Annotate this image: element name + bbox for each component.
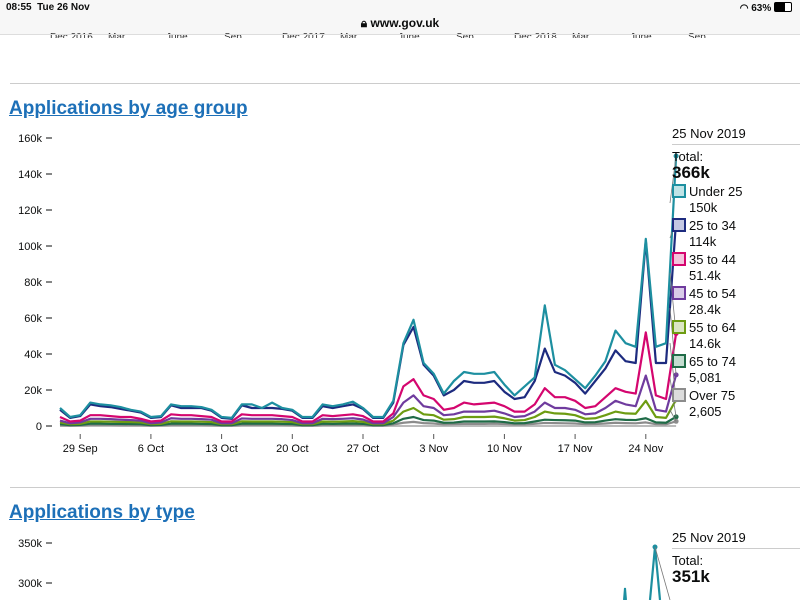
legend-label: Over 75 (689, 388, 736, 403)
prev-axis-tick: June (630, 32, 652, 38)
prev-axis-tick: Sep (456, 32, 474, 38)
y-tick-label: 60k (24, 313, 42, 325)
legend-label: 55 to 64 (689, 320, 736, 335)
x-tick-label: 6 Oct (138, 443, 164, 455)
battery-level: 63% (751, 3, 772, 14)
status-date: Tue 26 Nov (37, 2, 90, 13)
legend-item: 65 to 74 5,081 (672, 354, 800, 386)
prev-axis-tick: Dec 2017 (282, 32, 325, 38)
url-text: www.gov.uk (370, 16, 440, 30)
x-tick-label: 27 Oct (347, 443, 379, 455)
address-bar[interactable]: 🔒︎ www.gov.uk (0, 16, 800, 31)
legend-item: Under 25 150k (672, 184, 800, 216)
legend-swatch-icon (672, 354, 686, 368)
status-right: ◠ 63% (740, 2, 792, 14)
type-title-link[interactable]: Applications by type (9, 502, 195, 523)
wifi-icon: ◠ (739, 3, 749, 14)
legend-value: 114k (689, 234, 717, 249)
y-tick-label: 350k (18, 538, 42, 550)
status-time: 08:55 Tue 26 Nov (6, 2, 90, 13)
legend-label: 25 to 34 (689, 218, 736, 233)
series-line-65-to-74 (59, 415, 677, 427)
legend-value: 5,081 (689, 370, 722, 385)
legend-item: 55 to 64 14.6k (672, 320, 800, 352)
lock-icon: 🔒︎ (360, 16, 368, 30)
age-group-title-link[interactable]: Applications by age group (9, 98, 248, 119)
x-tick-label: 13 Oct (205, 443, 237, 455)
legend-value: 14.6k (689, 336, 721, 351)
prev-axis-tick: Mar (572, 32, 590, 38)
tooltip-leader-line (654, 546, 671, 600)
tooltip-total-label: Total: (672, 553, 704, 568)
x-tick-label: 10 Nov (487, 443, 522, 455)
tooltip-date: 25 Nov 2019 (672, 530, 800, 549)
legend-item: 45 to 54 28.4k (672, 286, 800, 318)
prev-axis-tick: Sep (224, 32, 242, 38)
tooltip-leader-line (669, 409, 677, 422)
tooltip-total-value: 351k (672, 567, 710, 586)
series-line-total (648, 546, 662, 600)
prev-axis-tick: Dec 2018 (514, 32, 557, 38)
x-tick-label: 3 Nov (419, 443, 448, 455)
y-tick-label: 100k (18, 241, 42, 253)
tooltip-total-value: 366k (672, 163, 710, 182)
prev-axis-tick: June (398, 32, 420, 38)
legend-value: 150k (689, 200, 718, 215)
prev-axis-tick: Mar (108, 32, 126, 38)
type-tooltip: 25 Nov 2019 Total: 351k (672, 530, 800, 588)
legend-swatch-icon (672, 286, 686, 300)
legend-label: 45 to 54 (689, 286, 736, 301)
legend-swatch-icon (672, 252, 686, 266)
toolbar-divider (0, 34, 800, 35)
prev-axis-tick: Sep (688, 32, 706, 38)
legend-value: 28.4k (689, 302, 721, 317)
x-tick-label: 20 Oct (276, 443, 308, 455)
section-divider (10, 83, 800, 84)
series-line-35-to-44 (59, 331, 678, 423)
x-tick-label: 24 Nov (628, 443, 663, 455)
legend-item: Over 75 2,605 (672, 388, 800, 420)
y-tick-label: 40k (24, 349, 42, 361)
legend-swatch-icon (672, 388, 686, 402)
y-tick-label: 160k (18, 133, 42, 145)
legend-swatch-icon (672, 184, 686, 198)
series-line-25-to-34 (59, 220, 678, 420)
y-tick-label: 20k (24, 385, 42, 397)
tooltip-date: 25 Nov 2019 (672, 126, 800, 145)
y-tick-label: 80k (24, 277, 42, 289)
x-tick-label: 17 Nov (558, 443, 593, 455)
legend-value: 2,605 (689, 404, 722, 419)
y-tick-label: 120k (18, 205, 42, 217)
legend-swatch-icon (672, 320, 686, 334)
series-line-under-25 (59, 155, 678, 419)
section-divider (10, 487, 800, 488)
prev-axis-tick: June (166, 32, 188, 38)
y-tick-label: 140k (18, 169, 42, 181)
legend-label: 65 to 74 (689, 354, 736, 369)
series-line-total-peak (623, 587, 627, 600)
x-tick-label: 29 Sep (63, 443, 98, 455)
series-line-55-to-64 (59, 399, 678, 426)
legend-label: Under 25 (689, 184, 743, 199)
y-tick-label: 300k (18, 578, 42, 590)
age-group-tooltip: 25 Nov 2019 Total: 366k Under 25 150k 25 t… (672, 126, 800, 422)
legend-item: 35 to 44 51.4k (672, 252, 800, 284)
previous-chart-x-axis: Dec 2016 Mar June Sep Dec 2017 Mar June Sep Dec … (50, 32, 746, 38)
tooltip-leader-line (669, 155, 677, 204)
status-bar: 08:55 Tue 26 Nov ◠ 63% 🔒︎ www.gov.uk (0, 0, 800, 34)
battery-icon (774, 2, 792, 12)
legend-value: 51.4k (689, 268, 721, 283)
prev-axis-tick: Dec 2016 (50, 32, 93, 38)
y-tick-label: 0 (36, 421, 42, 433)
legend-label: 35 to 44 (689, 252, 736, 267)
series-line-45-to-54 (59, 374, 678, 425)
legend-swatch-icon (672, 218, 686, 232)
legend-item: 25 to 34 114k (672, 218, 800, 250)
prev-axis-tick: Mar (340, 32, 358, 38)
tooltip-total-label: Total: (672, 149, 704, 164)
